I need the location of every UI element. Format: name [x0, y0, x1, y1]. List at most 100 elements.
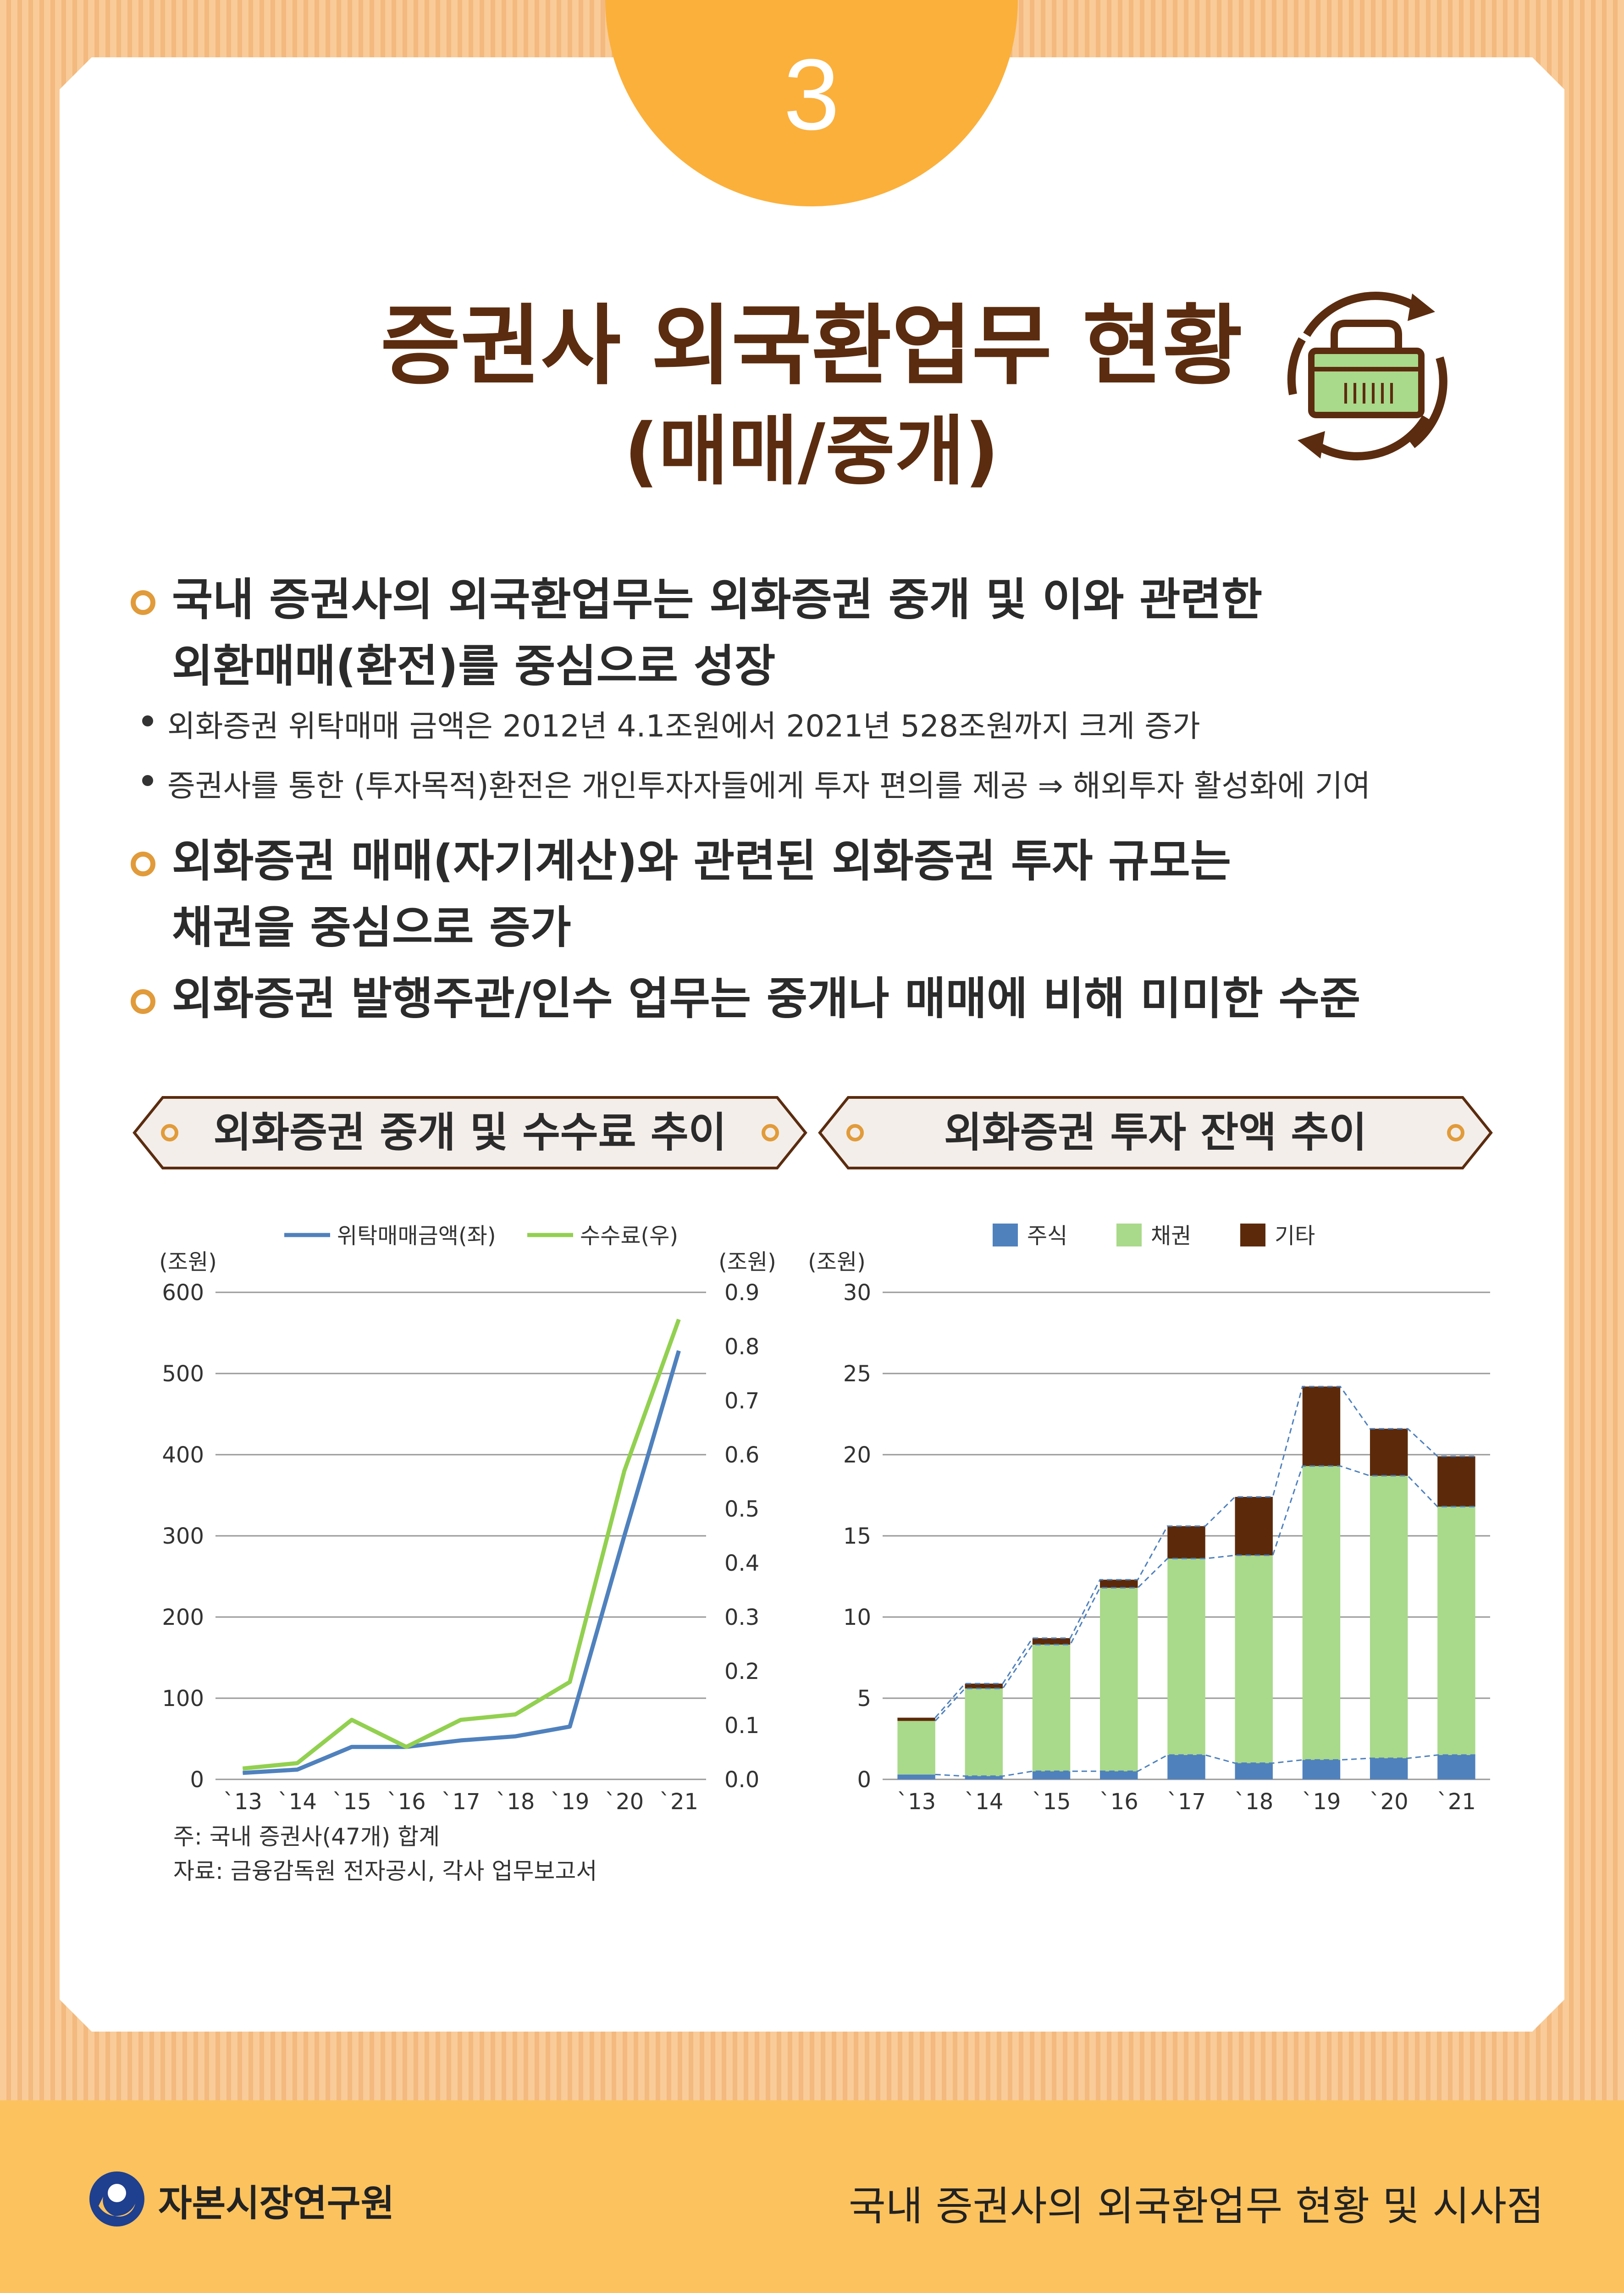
bar-segment-기타	[1437, 1456, 1475, 1507]
y-tick-label-right: 0.4	[724, 1551, 759, 1576]
y-tick-label-left: 500	[162, 1361, 204, 1387]
section-header-left: 외화증권 중개 및 수수료 추이	[131, 1094, 809, 1172]
org-logo-icon	[89, 2171, 144, 2227]
chart-note: 주: 국내 증권사(47개) 합계	[173, 1823, 440, 1850]
bullet-ring-icon	[131, 590, 155, 615]
org-name: 자본시장연구원	[158, 2182, 395, 2225]
right-axis-unit: (조원)	[718, 1249, 776, 1275]
x-tick-label: `19	[1302, 1789, 1341, 1815]
section-title-left: 외화증권 중개 및 수수료 추이	[213, 1108, 727, 1157]
bar-segment-채권	[1167, 1558, 1205, 1755]
x-tick-label: `21	[1437, 1789, 1476, 1815]
bar-segment-기타	[1235, 1497, 1273, 1556]
x-tick-label: `21	[659, 1789, 698, 1815]
bullet-dot-icon	[142, 775, 153, 786]
y-tick-label-left: 300	[162, 1523, 204, 1549]
x-tick-label: `18	[1234, 1789, 1273, 1815]
x-tick-label: `18	[496, 1789, 535, 1815]
bar-segment-채권	[897, 1721, 935, 1775]
bar-segment-주식	[1100, 1771, 1138, 1779]
y-tick-label-left: 100	[162, 1686, 204, 1711]
y-tick-label: 30	[843, 1280, 871, 1306]
bar-segment-주식	[965, 1776, 1003, 1779]
bar-segment-주식	[1167, 1755, 1205, 1779]
x-tick-label: `20	[605, 1789, 644, 1815]
bar-segment-기타	[1100, 1579, 1138, 1588]
y-tick-label-right: 0.5	[724, 1496, 759, 1522]
bar-segment-채권	[1032, 1645, 1071, 1772]
y-tick-label-right: 0.9	[724, 1280, 759, 1306]
legend-label: 수수료(우)	[580, 1223, 678, 1249]
footer: 자본시장연구원 국내 증권사의 외국환업무 현황 및 시사점	[0, 2100, 1624, 2293]
x-tick-label: `20	[1370, 1789, 1409, 1815]
y-tick-label-left: 400	[162, 1442, 204, 1468]
bar-segment-기타	[1302, 1386, 1341, 1466]
section-title-right: 외화증권 투자 잔액 추이	[944, 1108, 1367, 1157]
bar-segment-주식	[1302, 1760, 1341, 1779]
bar-segment-주식	[1032, 1771, 1071, 1779]
bar-segment-채권	[1370, 1476, 1408, 1758]
legend-swatch	[1116, 1224, 1142, 1246]
bar-segment-채권	[1100, 1588, 1138, 1772]
bar-segment-채권	[1437, 1507, 1475, 1755]
x-tick-label: `13	[223, 1789, 262, 1815]
y-tick-label-left: 200	[162, 1605, 204, 1630]
x-tick-label: `15	[332, 1789, 371, 1815]
bar-segment-주식	[897, 1774, 935, 1779]
x-tick-label: `17	[441, 1789, 480, 1815]
x-tick-label: `17	[1167, 1789, 1206, 1815]
y-tick-label-right: 0.0	[724, 1767, 759, 1793]
y-tick-label-right: 0.2	[724, 1659, 759, 1684]
page-subtitle: (매매/중개)	[624, 407, 1000, 495]
data-point	[569, 1726, 570, 1727]
bullet-ring-icon	[131, 989, 155, 1014]
legend-label: 채권	[1151, 1223, 1191, 1249]
series-connector-line	[935, 1754, 1475, 1777]
bar-segment-기타	[965, 1684, 1003, 1689]
y-tick-label-right: 0.7	[724, 1388, 759, 1414]
bar-segment-채권	[1302, 1466, 1341, 1760]
y-axis-unit: (조원)	[808, 1249, 866, 1275]
bullet-ring-icon	[131, 852, 155, 876]
y-tick-label-right: 0.3	[724, 1605, 759, 1630]
bar-segment-채권	[1235, 1555, 1273, 1763]
legend-swatch	[993, 1224, 1018, 1246]
y-tick-label: 10	[843, 1605, 871, 1630]
legend-label: 주식	[1027, 1223, 1067, 1249]
y-tick-label-left: 0	[190, 1767, 204, 1793]
x-tick-label: `14	[964, 1789, 1003, 1815]
y-tick-label: 0	[857, 1767, 871, 1793]
bar-segment-기타	[1167, 1526, 1205, 1559]
series-connector-line	[934, 1385, 1475, 1718]
bar-segment-기타	[1370, 1429, 1408, 1476]
report-title: 국내 증권사의 외국환업무 현황 및 시사점	[848, 2182, 1544, 2230]
x-tick-label: `19	[550, 1789, 589, 1815]
y-tick-label: 20	[843, 1442, 871, 1468]
y-tick-label-right: 0.1	[724, 1713, 759, 1739]
legend-swatch	[1240, 1224, 1265, 1246]
bar-segment-기타	[1032, 1638, 1071, 1645]
bar-segment-기타	[897, 1717, 935, 1721]
exchange-basket-icon	[1287, 292, 1447, 460]
y-tick-label: 15	[843, 1523, 871, 1549]
series-connector-line	[934, 1465, 1475, 1722]
chart-source: 자료: 금융감독원 전자공시, 각사 업무보고서	[173, 1858, 597, 1884]
y-tick-label: 5	[857, 1686, 871, 1711]
section-header-right: 외화증권 투자 잔액 추이	[816, 1094, 1495, 1172]
bar-segment-주식	[1370, 1758, 1408, 1779]
left-axis-unit: (조원)	[159, 1249, 217, 1275]
badge-number: 3	[783, 38, 840, 151]
bar-segment-채권	[965, 1688, 1003, 1776]
y-tick-label-right: 0.8	[724, 1334, 759, 1360]
y-tick-label-left: 600	[162, 1280, 204, 1306]
bullet-dot-icon	[142, 715, 153, 726]
x-tick-label: `14	[278, 1789, 317, 1815]
x-tick-label: `16	[387, 1789, 426, 1815]
bar-segment-주식	[1437, 1755, 1475, 1779]
legend-label: 위탁매매금액(좌)	[337, 1223, 496, 1249]
page-title: 증권사 외국환업무 현황	[380, 295, 1243, 397]
x-tick-label: `15	[1032, 1789, 1071, 1815]
x-tick-label: `13	[897, 1789, 936, 1815]
